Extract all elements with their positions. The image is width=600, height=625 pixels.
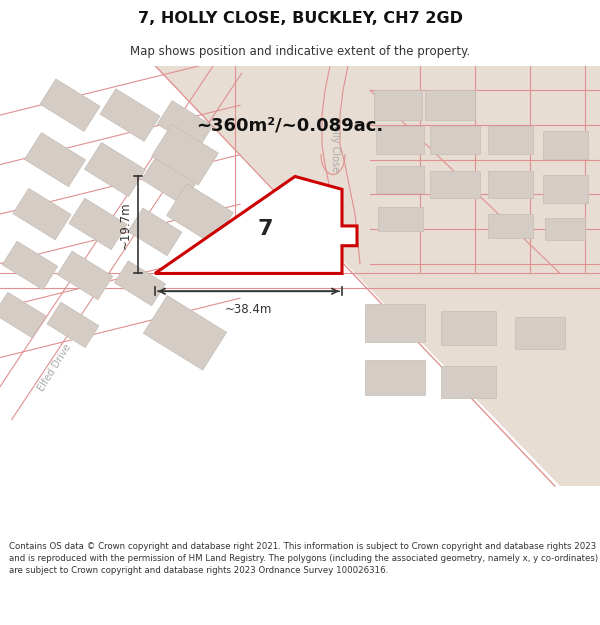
Polygon shape: [487, 126, 533, 154]
Polygon shape: [57, 251, 113, 300]
Polygon shape: [515, 317, 565, 349]
Polygon shape: [376, 166, 424, 193]
Polygon shape: [47, 302, 99, 348]
Polygon shape: [0, 292, 46, 338]
Text: Map shows position and indicative extent of the property.: Map shows position and indicative extent…: [130, 45, 470, 58]
Polygon shape: [13, 188, 71, 240]
Polygon shape: [25, 132, 86, 187]
Polygon shape: [69, 198, 127, 249]
Text: ~19.7m: ~19.7m: [119, 201, 132, 249]
Polygon shape: [542, 176, 587, 203]
Text: 7: 7: [257, 219, 273, 239]
Text: ~360m²/~0.089ac.: ~360m²/~0.089ac.: [196, 116, 383, 134]
Polygon shape: [85, 142, 146, 197]
Polygon shape: [487, 214, 533, 238]
Polygon shape: [430, 171, 480, 198]
Polygon shape: [155, 176, 357, 274]
Polygon shape: [440, 311, 496, 345]
Polygon shape: [376, 126, 424, 154]
Polygon shape: [143, 296, 227, 370]
Polygon shape: [377, 207, 422, 231]
Polygon shape: [430, 126, 480, 154]
Polygon shape: [542, 131, 587, 159]
Polygon shape: [365, 304, 425, 342]
Text: Contains OS data © Crown copyright and database right 2021. This information is : Contains OS data © Crown copyright and d…: [9, 542, 598, 575]
Polygon shape: [167, 184, 233, 244]
Polygon shape: [2, 241, 58, 290]
Polygon shape: [40, 79, 100, 131]
Polygon shape: [142, 154, 199, 204]
Polygon shape: [425, 91, 475, 120]
Polygon shape: [157, 101, 213, 149]
Polygon shape: [487, 171, 533, 198]
Polygon shape: [545, 218, 585, 240]
Text: 7, HOLLY CLOSE, BUCKLEY, CH7 2GD: 7, HOLLY CLOSE, BUCKLEY, CH7 2GD: [137, 11, 463, 26]
Polygon shape: [155, 66, 600, 486]
Polygon shape: [128, 208, 182, 256]
Text: ~38.4m: ~38.4m: [225, 303, 272, 316]
Text: Holly Close: Holly Close: [330, 118, 340, 172]
Polygon shape: [152, 124, 218, 185]
Polygon shape: [365, 360, 425, 394]
Polygon shape: [115, 261, 166, 306]
Text: Elfed Drive: Elfed Drive: [37, 342, 73, 393]
Polygon shape: [440, 366, 496, 398]
Polygon shape: [374, 91, 422, 120]
Polygon shape: [100, 89, 160, 141]
